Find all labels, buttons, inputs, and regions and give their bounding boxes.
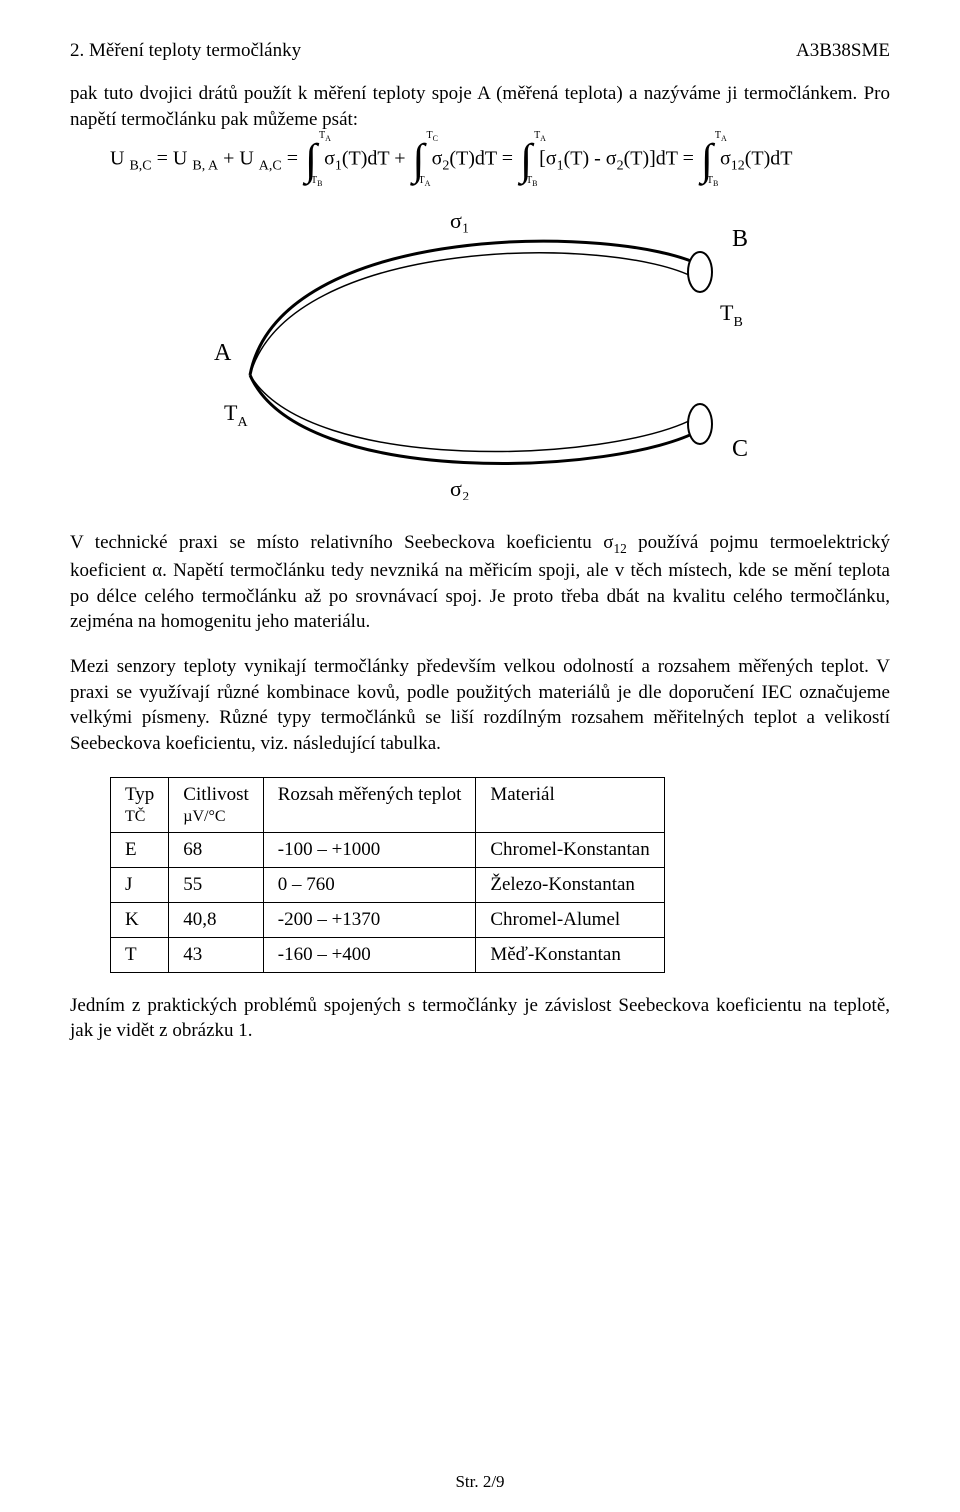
table-header-row: Typ TČ Citlivost µV/°C Rozsah měřených t…: [111, 777, 665, 832]
header-left: 2. Měření teploty termočlánky: [70, 40, 301, 62]
thermocouple-diagram: σ₁ σ₂ A B C TA TB: [180, 200, 780, 500]
th-range: Rozsah měřených teplot: [263, 777, 476, 832]
f-sigma3: σ: [546, 148, 557, 170]
header-right: A3B38SME: [796, 40, 890, 62]
table-row: J 55 0 – 760 Železo-Konstantan: [111, 867, 665, 902]
f-sigma12: σ: [720, 148, 731, 170]
f-brR: (T)]dT =: [624, 148, 699, 170]
f-sigma2: σ: [432, 148, 443, 170]
cell-mat: Chromel-Konstantan: [476, 832, 664, 867]
f-midT: (T) - σ: [564, 148, 617, 170]
cell-range: 0 – 760: [263, 867, 476, 902]
paragraph-sensors: Mezi senzory teploty vynikají termočlánk…: [70, 654, 890, 757]
f-int3: TA ∫ TB: [520, 140, 532, 180]
f-sigma1: σ: [324, 148, 335, 170]
f-eq: = U: [157, 148, 188, 170]
f-lhs: U: [110, 148, 124, 170]
f-int4: TA ∫ TB: [701, 140, 713, 180]
cell-sens: 43: [169, 937, 263, 972]
f-int2: TC ∫ TA: [413, 140, 425, 180]
cell-mat: Železo-Konstantan: [476, 867, 664, 902]
th-sensitivity: Citlivost µV/°C: [169, 777, 263, 832]
diag-sigma1: σ₁: [450, 208, 470, 233]
cell-type: T: [111, 937, 169, 972]
f-eq2: =: [287, 148, 303, 170]
cell-sens: 40,8: [169, 902, 263, 937]
table-row: K 40,8 -200 – +1370 Chromel-Alumel: [111, 902, 665, 937]
diag-sigma2: σ₂: [450, 476, 470, 500]
cell-sens: 68: [169, 832, 263, 867]
f-s12sub: 12: [731, 159, 745, 174]
table-row: E 68 -100 – +1000 Chromel-Konstantan: [111, 832, 665, 867]
diag-B: B: [732, 226, 748, 252]
cell-mat: Měď-Konstantan: [476, 937, 664, 972]
cell-type: J: [111, 867, 169, 902]
f-tdt1: (T)dT +: [342, 148, 411, 170]
diag-C: C: [732, 436, 748, 462]
diag-A: A: [214, 340, 232, 366]
f-brL: [: [539, 148, 546, 170]
diag-TA: TA: [224, 400, 248, 430]
f-tdt2: (T)dT =: [449, 148, 518, 170]
cell-type: K: [111, 902, 169, 937]
cell-range: -200 – +1370: [263, 902, 476, 937]
table-row: T 43 -160 – +400 Měď-Konstantan: [111, 937, 665, 972]
paragraph-alpha: V technické praxi se místo relativního S…: [70, 530, 890, 635]
f-s4sub: 2: [617, 159, 624, 174]
formula: U B,C = U B, A + U A,C = TA ∫ TB σ1(T)dT…: [110, 140, 890, 180]
cell-mat: Chromel-Alumel: [476, 902, 664, 937]
th-material: Materiál: [476, 777, 664, 832]
f-s3sub: 1: [557, 159, 564, 174]
th-type: Typ TČ: [111, 777, 169, 832]
cell-range: -100 – +1000: [263, 832, 476, 867]
p2sub: 12: [613, 541, 626, 556]
cell-sens: 55: [169, 867, 263, 902]
cell-range: -160 – +400: [263, 937, 476, 972]
f-s1sub: 1: [335, 159, 342, 174]
f-tdt4: (T)dT: [745, 148, 793, 170]
thermocouple-table: Typ TČ Citlivost µV/°C Rozsah měřených t…: [110, 777, 665, 973]
paragraph-intro: pak tuto dvojici drátů použít k měření t…: [70, 81, 890, 132]
page-footer: Str. 2/9: [0, 1472, 960, 1492]
f-sub-bc: B,C: [129, 159, 151, 174]
page: 2. Měření teploty termočlánky A3B38SME p…: [0, 0, 960, 1512]
f-sub-ba: B, A: [192, 159, 218, 174]
f-plus: + U: [223, 148, 254, 170]
f-sub-ac: A,C: [259, 159, 282, 174]
cell-type: E: [111, 832, 169, 867]
paragraph-problems: Jedním z praktických problémů spojených …: [70, 993, 890, 1044]
page-header: 2. Měření teploty termočlánky A3B38SME: [70, 40, 890, 62]
f-int1: TA ∫ TB: [305, 140, 317, 180]
p2a: V technické praxi se místo relativního S…: [70, 532, 613, 553]
diag-TB: TB: [720, 300, 743, 330]
